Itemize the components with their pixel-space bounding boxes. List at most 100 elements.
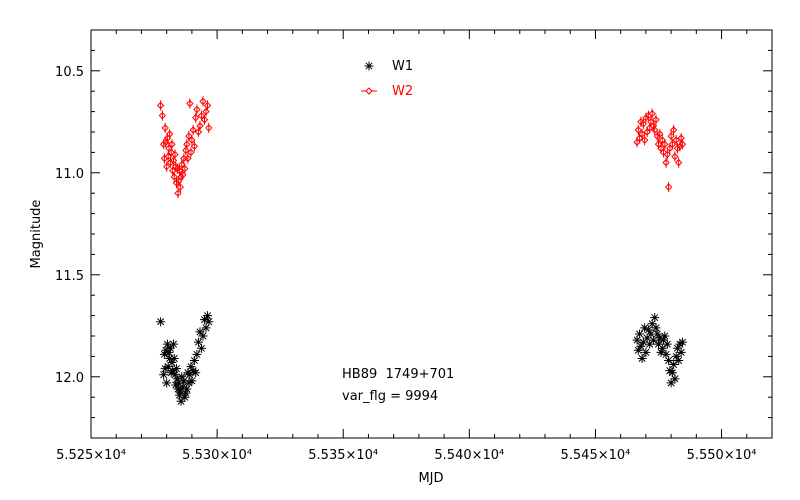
- data-point: [167, 147, 175, 158]
- x-tick-label: 5.535×10⁴: [308, 448, 378, 463]
- x-tick-label: 5.545×10⁴: [561, 448, 631, 463]
- data-point: [196, 343, 206, 353]
- legend-w1-label: W1: [392, 59, 413, 74]
- data-point: [655, 333, 665, 343]
- data-point: [652, 329, 662, 339]
- data-point: [178, 382, 188, 392]
- x-axis-ticks: [90, 30, 773, 438]
- data-point: [165, 353, 175, 363]
- data-point: [186, 362, 196, 372]
- y-tick-label: 12.0: [55, 371, 84, 386]
- data-point: [187, 376, 197, 386]
- data-point: [663, 149, 672, 160]
- x-tick-label: 5.525×10⁴: [56, 448, 126, 463]
- legend-w1-marker: [364, 61, 374, 71]
- data-point: [643, 325, 653, 335]
- data-point: [674, 355, 684, 365]
- data-point: [645, 339, 655, 349]
- data-point: [162, 161, 171, 172]
- data-point: [156, 317, 166, 327]
- w1-series: [156, 311, 687, 406]
- data-point: [168, 339, 178, 349]
- data-point: [200, 315, 209, 325]
- data-point: [651, 323, 661, 333]
- data-point: [201, 323, 211, 333]
- data-point: [161, 122, 169, 134]
- data-point: [189, 124, 197, 136]
- data-point: [203, 311, 213, 321]
- object-name-annotation: HB89 1749+701: [342, 367, 454, 382]
- data-point: [193, 337, 203, 347]
- data-point: [671, 351, 681, 361]
- data-point: [196, 120, 204, 131]
- y-axis-label: Magnitude: [29, 200, 44, 269]
- data-point: [168, 139, 176, 150]
- data-point: [168, 366, 178, 376]
- legend-w2-marker: [361, 87, 377, 95]
- data-point: [667, 368, 677, 378]
- data-point: [169, 155, 178, 166]
- data-point: [669, 124, 678, 136]
- data-point: [670, 374, 680, 384]
- data-point: [638, 128, 646, 140]
- data-point: [184, 153, 192, 164]
- data-point: [181, 163, 189, 174]
- data-point: [633, 345, 643, 355]
- data-point: [205, 122, 213, 134]
- data-point: [190, 141, 199, 152]
- data-point: [184, 378, 194, 388]
- data-point: [653, 130, 661, 142]
- x-tick-label: 5.530×10⁴: [182, 448, 252, 463]
- data-point: [183, 139, 191, 150]
- y-axis-tick-labels: 10.5 11.0 11.5 12.0: [55, 65, 84, 386]
- data-point: [164, 347, 174, 357]
- y-tick-label: 11.0: [55, 167, 84, 182]
- data-point: [674, 157, 683, 168]
- data-point: [642, 333, 652, 343]
- data-point: [162, 378, 172, 388]
- data-point: [181, 388, 191, 398]
- data-point: [188, 135, 196, 146]
- data-point: [175, 165, 184, 176]
- data-point: [647, 319, 657, 329]
- y-tick-label: 11.5: [55, 269, 84, 284]
- data-point: [668, 139, 677, 150]
- data-point: [636, 341, 646, 351]
- data-point: [185, 370, 195, 380]
- data-point: [171, 380, 181, 390]
- data-point: [174, 378, 184, 388]
- data-point: [195, 327, 205, 337]
- data-point: [639, 118, 648, 129]
- data-point: [172, 364, 182, 374]
- data-point: [160, 364, 170, 374]
- data-point: [654, 339, 663, 349]
- data-point: [176, 181, 184, 193]
- x-axis-label: MJD: [418, 471, 443, 486]
- data-point: [676, 141, 684, 152]
- data-point: [640, 135, 649, 146]
- data-point: [657, 343, 667, 353]
- data-point: [651, 124, 659, 136]
- data-point: [203, 100, 212, 111]
- data-point: [664, 355, 674, 365]
- data-point: [656, 128, 664, 140]
- data-point: [640, 323, 650, 333]
- data-point: [166, 157, 175, 168]
- legend-w2-label: W2: [392, 84, 413, 99]
- data-point: [177, 372, 187, 382]
- data-point: [677, 337, 687, 347]
- w2-series: [156, 96, 687, 199]
- data-point: [180, 392, 190, 402]
- data-point: [194, 126, 203, 138]
- data-point: [641, 347, 651, 357]
- y-axis-ticks: [91, 29, 772, 439]
- data-point: [174, 188, 182, 199]
- data-point: [661, 139, 669, 150]
- data-point: [182, 145, 190, 156]
- x-tick-label: 5.540×10⁴: [434, 448, 504, 463]
- data-point: [171, 149, 179, 160]
- data-point: [191, 112, 200, 123]
- data-point: [632, 335, 642, 345]
- data-point: [660, 331, 670, 341]
- data-point: [364, 61, 374, 71]
